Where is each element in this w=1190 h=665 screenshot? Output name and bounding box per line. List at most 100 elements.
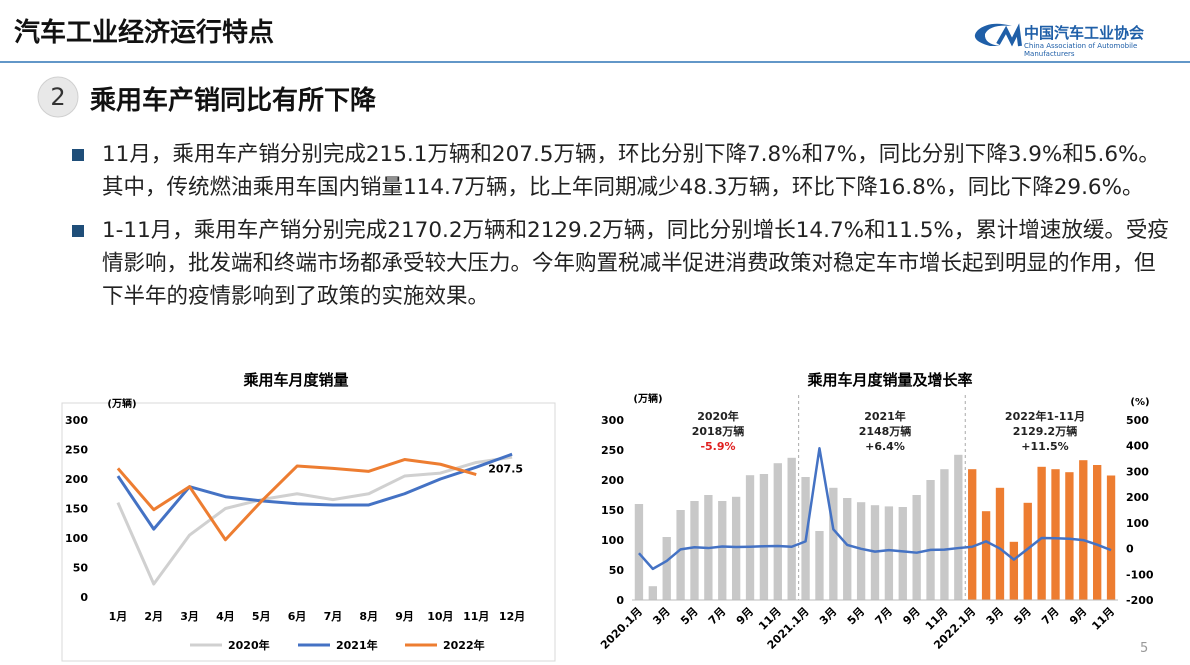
chart-title: 乘用车月度销量: [242, 371, 348, 389]
org-name: 中国汽车工业协会: [1024, 24, 1145, 42]
bar: [662, 537, 671, 600]
bar: [718, 501, 727, 600]
y-axis-label: (万辆): [633, 392, 662, 405]
y-tick-label: 250: [65, 444, 88, 457]
org-name-en: China Association of Automobile Manufact…: [1024, 42, 1138, 58]
page-number: 5: [1140, 641, 1148, 656]
y2-tick-label: 200: [1126, 491, 1149, 504]
annotation: +11.5%: [1021, 440, 1068, 453]
bar: [829, 487, 838, 600]
y-tick-label: 300: [65, 414, 88, 427]
x-tick-label: 5月: [845, 605, 867, 627]
y-tick-label: 0: [80, 591, 88, 604]
x-tick-label: 5月: [1011, 605, 1033, 627]
x-tick-label: 2020.1月: [598, 605, 645, 652]
bullet: 1-11月，乘用车产销分别完成2170.2万辆和2129.2万辆，同比分别增长1…: [70, 214, 1170, 313]
y2-tick-label: 100: [1126, 517, 1149, 530]
y2-tick-label: 400: [1126, 440, 1149, 453]
x-tick-label: 4月: [216, 610, 235, 623]
section-title: 乘用车产销同比有所下降: [90, 86, 377, 116]
line-series: [638, 447, 1112, 571]
annotation: 2018万辆: [692, 424, 745, 438]
legend-label: 2022年: [443, 638, 485, 652]
bar: [1023, 502, 1032, 600]
annotation: 2021年: [864, 409, 906, 423]
y-tick-label: 200: [65, 473, 88, 486]
x-tick-label: 7月: [1039, 605, 1061, 627]
bar: [856, 502, 866, 600]
annotation: 2148万辆: [859, 424, 912, 438]
x-tick-label: 6月: [288, 610, 307, 623]
y2-tick-label: -200: [1126, 594, 1154, 607]
bar: [1037, 466, 1046, 600]
x-tick-label: 9月: [395, 610, 414, 623]
bar: [1009, 541, 1019, 600]
bar: [815, 531, 824, 600]
annotation: +6.4%: [865, 440, 905, 453]
bar: [940, 469, 949, 600]
x-tick-label: 12月: [499, 610, 525, 623]
bar: [690, 501, 699, 600]
y2-tick-label: 0: [1126, 543, 1134, 556]
chart-title: 乘用车月度销量及增长率: [806, 371, 972, 389]
x-tick-label: 3月: [650, 605, 672, 627]
x-tick-label: 9月: [734, 605, 756, 627]
x-tick-label: 1月: [109, 610, 128, 623]
x-tick-label: 5月: [252, 610, 271, 623]
bar: [759, 474, 769, 600]
x-tick-label: 11月: [1089, 605, 1117, 633]
x-tick-label: 3月: [180, 610, 199, 623]
logo: [974, 23, 1012, 46]
bar: [1079, 460, 1088, 600]
chart-frame: [61, 402, 556, 662]
bar: [884, 506, 894, 600]
x-tick-label: 9月: [1067, 605, 1089, 627]
annotation: -5.9%: [700, 440, 735, 453]
bar: [1065, 472, 1074, 600]
bar: [843, 498, 852, 600]
y-tick-label: 250: [601, 444, 624, 457]
line-series: [116, 458, 477, 542]
x-tick-label: 3月: [984, 605, 1006, 627]
y-tick-label: 150: [65, 503, 88, 516]
bar: [773, 463, 782, 600]
y-tick-label: 50: [73, 562, 89, 575]
x-tick-label: 9月: [900, 605, 922, 627]
bar: [912, 495, 921, 600]
bullets: 11月，乘用车产销分别完成215.1万辆和207.5万辆，环比分别下降7.8%和…: [70, 138, 1170, 323]
annotation: 2129.2万辆: [1013, 424, 1077, 438]
y-tick-label: 300: [601, 414, 624, 427]
legend-label: 2020年: [228, 638, 270, 652]
bar: [745, 475, 755, 600]
bar: [1093, 465, 1102, 600]
bar: [981, 511, 991, 600]
bar: [995, 487, 1005, 600]
y-tick-label: 50: [609, 564, 625, 577]
bar: [676, 510, 685, 600]
x-tick-label: 7月: [706, 605, 728, 627]
x-tick-label: 7月: [324, 610, 343, 623]
x-tick-label: 10月: [427, 610, 453, 623]
x-tick-label: 7月: [873, 605, 895, 627]
section-number: 2: [50, 83, 65, 111]
y-tick-label: 200: [601, 474, 624, 487]
logo: [996, 23, 1022, 47]
bar: [1106, 475, 1116, 600]
section-badge: [37, 76, 79, 118]
y2-axis-label: (%): [1130, 397, 1149, 408]
y-tick-label: 100: [601, 534, 624, 547]
y2-tick-label: 500: [1126, 414, 1149, 427]
y-tick-label: 100: [65, 532, 88, 545]
bar: [968, 469, 977, 600]
x-tick-label: 8月: [359, 610, 378, 623]
bar: [926, 480, 935, 600]
header-title: 汽车工业经济运行特点: [14, 18, 275, 48]
legend-label: 2021年: [336, 638, 378, 652]
bar: [787, 457, 796, 600]
line-series: [116, 455, 513, 586]
annotation: 2022年1-11月: [1005, 409, 1085, 423]
x-tick-label: 3月: [817, 605, 839, 627]
bar: [634, 504, 644, 600]
x-tick-label: 2月: [144, 610, 163, 623]
